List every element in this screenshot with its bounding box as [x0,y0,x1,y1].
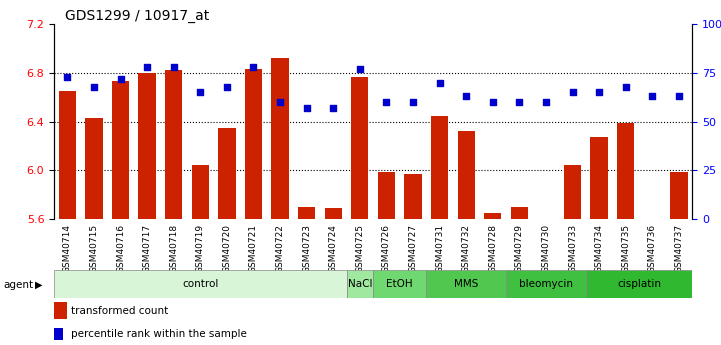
Bar [54,270,347,298]
Text: GSM40718: GSM40718 [169,224,178,273]
Bar [271,58,288,219]
Bar [671,171,688,219]
Point [567,90,578,95]
Text: GSM40732: GSM40732 [461,224,471,273]
Text: control: control [182,279,218,289]
Bar [218,128,236,219]
Bar [347,270,373,298]
Bar [537,219,554,230]
Bar [506,270,585,298]
Text: ▶: ▶ [35,280,42,289]
Point [221,84,233,89]
Point [647,93,658,99]
Point [434,80,446,86]
Point [301,105,312,111]
Point [487,99,498,105]
Bar [458,131,475,219]
Bar [298,207,315,219]
Text: transformed count: transformed count [71,306,168,315]
Text: GSM40717: GSM40717 [143,224,151,273]
Point [540,99,552,105]
Point [620,84,632,89]
Bar [245,69,262,219]
Bar [510,207,528,219]
Point [354,66,366,72]
Text: GSM40719: GSM40719 [196,224,205,273]
Point [115,76,126,81]
Text: GSM40726: GSM40726 [382,224,391,273]
Text: GSM40723: GSM40723 [302,224,311,273]
Text: bleomycin: bleomycin [519,279,573,289]
Bar [138,73,156,219]
Bar [192,166,209,219]
Text: GSM40725: GSM40725 [355,224,364,273]
Text: GSM40720: GSM40720 [222,224,231,273]
Text: GSM40721: GSM40721 [249,224,258,273]
Point [168,64,180,70]
Text: GSM40736: GSM40736 [647,224,657,273]
Text: GSM40729: GSM40729 [515,224,524,273]
Point [141,64,153,70]
Text: GSM40716: GSM40716 [116,224,125,273]
Bar [351,77,368,219]
Bar [58,91,76,219]
Bar [112,81,129,219]
Text: GSM40727: GSM40727 [409,224,417,273]
Point [274,99,286,105]
Text: EtOH: EtOH [386,279,413,289]
Bar [590,137,608,219]
Point [593,90,605,95]
Point [461,93,472,99]
Point [195,90,206,95]
Point [407,99,419,105]
Bar [85,118,102,219]
Text: GSM40724: GSM40724 [329,224,337,273]
Point [381,99,392,105]
Text: GSM40737: GSM40737 [674,224,684,273]
Text: MMS: MMS [454,279,478,289]
Bar [585,270,692,298]
Point [248,64,260,70]
Bar [165,70,182,219]
Bar [324,208,342,219]
Text: GSM40734: GSM40734 [595,224,603,273]
Point [327,105,339,111]
Text: GSM40730: GSM40730 [541,224,550,273]
Text: GSM40715: GSM40715 [89,224,99,273]
Text: GSM40728: GSM40728 [488,224,497,273]
Text: GSM40722: GSM40722 [275,224,285,273]
Text: NaCl: NaCl [348,279,372,289]
Text: GSM40733: GSM40733 [568,224,577,273]
Bar [564,166,581,219]
Text: GSM40735: GSM40735 [622,224,630,273]
Text: percentile rank within the sample: percentile rank within the sample [71,329,247,339]
Point [88,84,99,89]
Bar [404,174,422,219]
Text: GDS1299 / 10917_at: GDS1299 / 10917_at [65,9,209,23]
Bar [431,116,448,219]
Text: agent: agent [4,280,34,289]
Point [61,74,73,80]
Text: cisplatin: cisplatin [617,279,661,289]
Bar [484,213,501,219]
Point [673,93,685,99]
Bar [617,123,634,219]
Text: GSM40714: GSM40714 [63,224,72,273]
Text: GSM40731: GSM40731 [435,224,444,273]
Bar [373,270,426,298]
Bar [426,270,506,298]
Bar [644,219,661,228]
Bar [378,171,395,219]
Point [513,99,525,105]
